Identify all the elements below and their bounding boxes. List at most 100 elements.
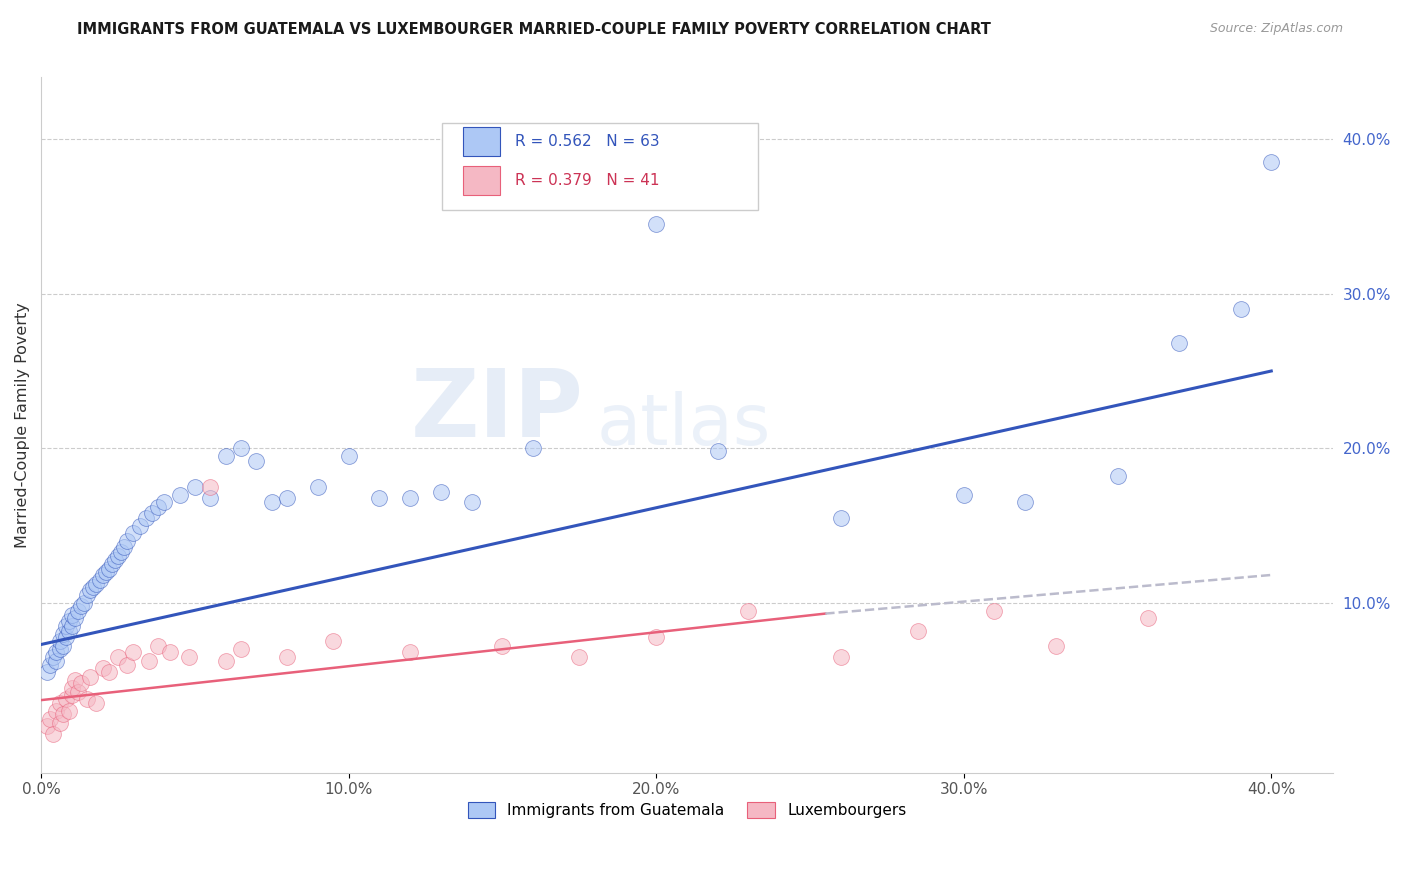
Text: ZIP: ZIP (411, 365, 583, 458)
Point (66, 685, 89, 699)
Point (146, 500, 169, 514)
Point (399, 491, 422, 505)
Text: Source: ZipAtlas.com: Source: ZipAtlas.com (1209, 22, 1343, 36)
Point (52, 706, 75, 721)
Point (86, 696, 108, 710)
FancyBboxPatch shape (441, 122, 758, 210)
Point (79, 670, 101, 684)
Point (91, 661, 114, 675)
Point (568, 649, 591, 664)
Text: R = 0.379   N = 41: R = 0.379 N = 41 (515, 173, 659, 188)
Point (122, 645, 145, 659)
Point (42, 727, 65, 741)
Point (45, 704, 67, 718)
Point (97, 562, 120, 576)
Point (58, 615, 80, 629)
Point (60, 619, 83, 633)
Point (830, 649, 852, 664)
Point (245, 453, 267, 467)
Point (135, 510, 157, 524)
Point (1168, 336, 1191, 351)
Point (55, 691, 77, 706)
Point (76, 588, 98, 602)
Point (60, 681, 83, 695)
Point (70, 676, 93, 690)
Point (82, 580, 104, 594)
Point (45, 655, 67, 669)
Point (101, 557, 124, 571)
FancyBboxPatch shape (464, 166, 499, 194)
Point (337, 449, 360, 463)
Point (52, 626, 75, 640)
Point (112, 540, 135, 554)
Point (159, 645, 181, 659)
Point (830, 510, 852, 524)
Point (48, 696, 70, 710)
Point (1107, 469, 1129, 483)
Point (73, 596, 96, 610)
Legend: Immigrants from Guatemala, Luxembourgers: Immigrants from Guatemala, Luxembourgers (461, 796, 912, 824)
Point (214, 655, 236, 669)
Point (200, 480, 222, 494)
Text: atlas: atlas (596, 391, 770, 459)
Point (63, 673, 86, 687)
Point (52, 639, 75, 653)
Point (37, 719, 59, 733)
Point (214, 449, 236, 463)
Point (107, 549, 129, 564)
Point (48, 634, 70, 648)
Point (645, 217, 668, 231)
Point (58, 704, 80, 718)
Point (97, 665, 120, 680)
Point (122, 526, 145, 541)
Point (1045, 639, 1067, 653)
Point (522, 442, 544, 456)
Y-axis label: Married-Couple Family Poverty: Married-Couple Family Poverty (15, 302, 30, 548)
Point (94, 565, 117, 579)
FancyBboxPatch shape (464, 128, 499, 156)
Point (60, 689, 83, 703)
Point (141, 506, 163, 520)
Point (260, 495, 283, 509)
Point (107, 649, 129, 664)
Point (368, 491, 391, 505)
Point (115, 533, 138, 548)
Point (60, 608, 83, 623)
Point (128, 518, 150, 533)
Point (430, 484, 453, 499)
Point (48, 642, 70, 657)
Point (1014, 495, 1036, 509)
Point (55, 630, 77, 644)
Point (58, 624, 80, 638)
Point (79, 583, 101, 598)
Point (322, 634, 344, 648)
Point (42, 649, 65, 664)
Point (89, 573, 111, 587)
Point (307, 480, 329, 494)
Point (55, 619, 77, 633)
Point (104, 552, 127, 566)
Point (200, 491, 222, 505)
Text: IMMIGRANTS FROM GUATEMALA VS LUXEMBOURGER MARRIED-COUPLE FAMILY POVERTY CORRELAT: IMMIGRANTS FROM GUATEMALA VS LUXEMBOURGE… (77, 22, 991, 37)
Point (91, 568, 114, 582)
Point (491, 639, 513, 653)
Point (907, 624, 929, 638)
Point (952, 488, 974, 502)
Point (1260, 155, 1282, 169)
Point (737, 603, 759, 617)
Point (70, 599, 93, 613)
Point (1137, 611, 1160, 625)
Point (138, 655, 160, 669)
Point (115, 657, 138, 672)
Point (1229, 302, 1251, 317)
Point (229, 442, 252, 456)
Point (153, 495, 176, 509)
Point (184, 480, 207, 494)
Point (146, 639, 169, 653)
Point (110, 545, 132, 559)
Point (706, 444, 728, 458)
Point (48, 716, 70, 731)
Point (229, 642, 252, 657)
Point (399, 645, 422, 659)
Point (86, 577, 108, 591)
